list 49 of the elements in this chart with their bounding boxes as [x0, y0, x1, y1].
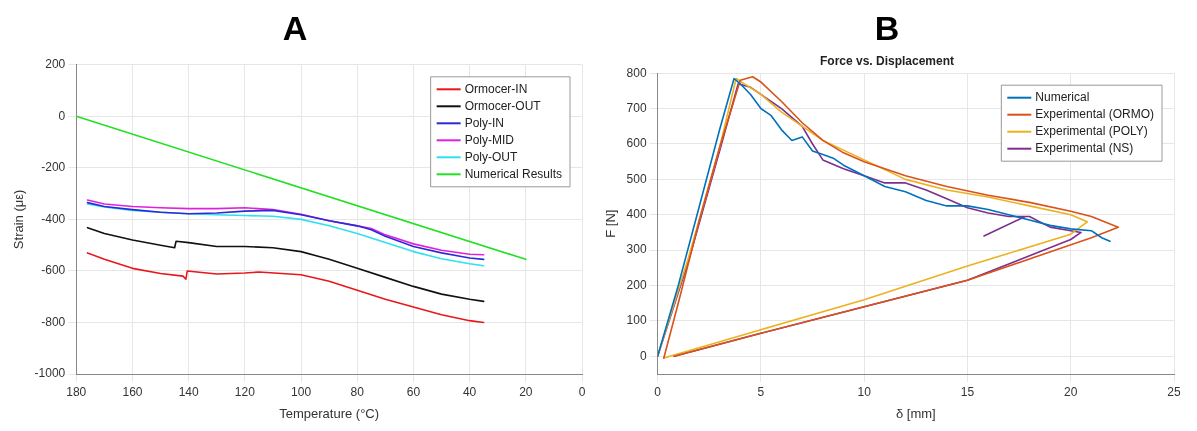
x-tick-label: 15 [960, 384, 975, 399]
chart-title: B [874, 8, 900, 47]
x-tick-label: 10 [857, 384, 872, 399]
legend-label: Experimental (POLY) [1035, 124, 1148, 139]
y-tick-label: 0 [58, 108, 66, 123]
y-tick-label: -200 [41, 160, 66, 175]
y-tick-label: 200 [626, 277, 647, 292]
x-tick-label: 0 [578, 384, 586, 399]
x-tick-label: 5 [757, 384, 765, 399]
x-axis-title: δ [mm] [895, 405, 936, 421]
x-tick-label: 80 [350, 384, 365, 399]
x-tick-label: 40 [462, 384, 477, 399]
y-axis-title: F [N] [603, 209, 619, 238]
chart-subtitle: Force vs. Displacement [819, 54, 955, 69]
legend-label: Numerical [1035, 90, 1090, 105]
chart-title: A [282, 8, 308, 47]
legend-label: Poly-IN [464, 115, 504, 130]
x-tick-label: 100 [291, 384, 312, 399]
legend-label: Numerical Results [464, 166, 562, 181]
y-tick-label: -1000 [34, 366, 66, 381]
x-tick-label: 180 [66, 384, 87, 399]
legend-label: Poly-MID [464, 132, 515, 147]
y-tick-label: 400 [626, 207, 647, 222]
x-tick-label: 25 [1167, 384, 1181, 399]
y-tick-label: -800 [41, 314, 66, 329]
y-tick-label: 700 [626, 100, 647, 115]
x-tick-label: 160 [122, 384, 143, 399]
y-tick-label: 100 [626, 313, 647, 328]
y-axis-title: Strain (με) [11, 189, 27, 250]
y-tick-label: 300 [626, 242, 647, 257]
y-tick-label: 200 [45, 57, 66, 72]
legend-label: Ormocer-IN [464, 81, 528, 96]
y-tick-label: 600 [626, 136, 647, 151]
x-tick-label: 60 [406, 384, 421, 399]
x-axis-title: Temperature (°C) [279, 405, 380, 421]
y-tick-label: 500 [626, 171, 647, 186]
legend-label: Experimental (ORMO) [1035, 107, 1154, 122]
x-tick-label: 20 [1064, 384, 1078, 399]
y-tick-label: -400 [41, 211, 66, 226]
y-tick-label: 800 [626, 65, 647, 80]
legend-label: Ormocer-OUT [464, 98, 542, 113]
y-tick-label: -600 [41, 263, 66, 278]
legend-label: Experimental (NS) [1035, 141, 1134, 156]
x-tick-label: 120 [234, 384, 256, 399]
y-tick-label: 0 [639, 348, 647, 363]
legend-label: Poly-OUT [464, 149, 518, 164]
x-tick-label: 140 [178, 384, 199, 399]
x-tick-label: 20 [519, 384, 533, 399]
x-tick-label: 0 [654, 384, 662, 399]
